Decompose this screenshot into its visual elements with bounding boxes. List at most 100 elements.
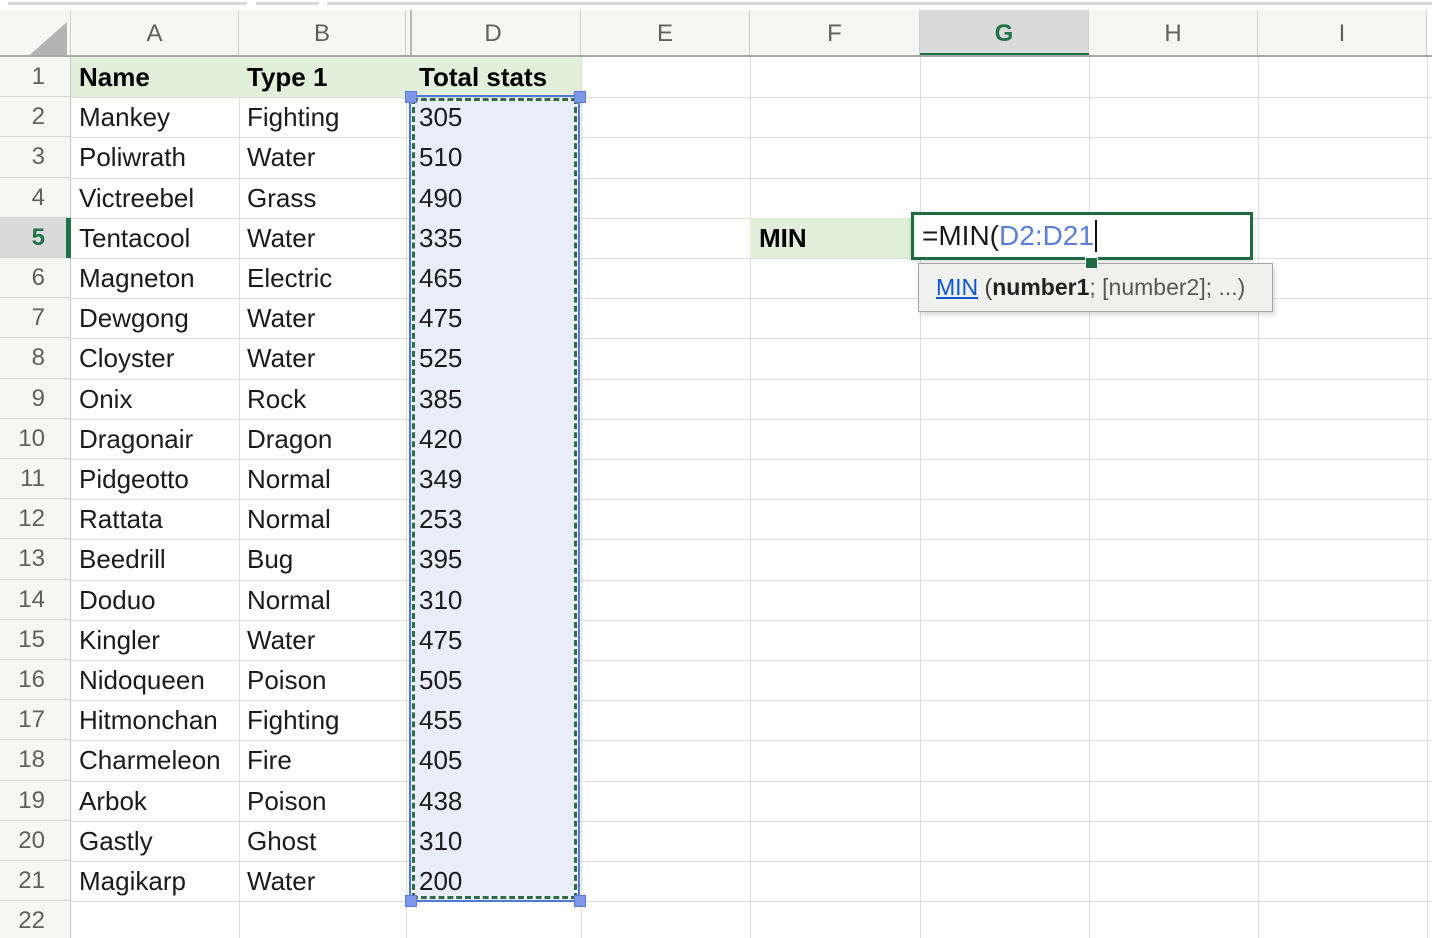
- cell-a19[interactable]: Arbok: [79, 785, 147, 816]
- selection-handle-top-left[interactable]: [405, 91, 417, 103]
- cell-a11[interactable]: Pidgeotto: [79, 464, 189, 494]
- row-header-22[interactable]: 22: [0, 901, 70, 938]
- cell-d14[interactable]: 310: [419, 584, 463, 615]
- cell-b17[interactable]: Fighting: [247, 705, 340, 736]
- cell-d10[interactable]: 420: [419, 423, 463, 454]
- row-header-17[interactable]: 17: [0, 700, 70, 741]
- cell-f5-min-label[interactable]: MIN: [750, 218, 920, 258]
- row-header-3[interactable]: 3: [0, 137, 70, 178]
- cell-b16[interactable]: Poison: [247, 665, 327, 695]
- tooltip-function-link[interactable]: MIN: [936, 274, 979, 300]
- cell-d4[interactable]: 490: [419, 182, 463, 213]
- select-all-button[interactable]: [0, 10, 71, 59]
- cell-b7[interactable]: Water: [247, 303, 316, 334]
- cell-a3[interactable]: Poliwrath: [79, 142, 186, 173]
- cell-a1[interactable]: Name: [79, 62, 150, 92]
- cell-b18[interactable]: Fire: [247, 745, 292, 776]
- cell-d7[interactable]: 475: [419, 303, 463, 334]
- column-header-g[interactable]: G: [920, 10, 1089, 57]
- cell-d16[interactable]: 505: [419, 665, 463, 695]
- cell-a6[interactable]: Magneton: [79, 263, 195, 293]
- cell-b10[interactable]: Dragon: [247, 423, 333, 454]
- cell-d3[interactable]: 510: [419, 142, 463, 173]
- cell-a21[interactable]: Magikarp: [79, 866, 186, 896]
- cell-b20[interactable]: Ghost: [247, 825, 317, 856]
- row-header-21[interactable]: 21: [0, 861, 70, 902]
- selection-handle-bottom-right[interactable]: [574, 895, 586, 907]
- cell-d21[interactable]: 200: [419, 866, 463, 896]
- row-header-10[interactable]: 10: [0, 419, 70, 459]
- row-header-18[interactable]: 18: [0, 740, 70, 781]
- cell-a5[interactable]: Tentacool: [79, 222, 191, 253]
- row-header-20[interactable]: 20: [0, 821, 70, 861]
- cell-a14[interactable]: Doduo: [79, 584, 156, 615]
- cell-a9[interactable]: Onix: [79, 383, 133, 414]
- cell-a10[interactable]: Dragonair: [79, 423, 194, 454]
- cell-a8[interactable]: Cloyster: [79, 343, 175, 374]
- cell-a2[interactable]: Mankey: [79, 102, 171, 133]
- cell-d5[interactable]: 335: [419, 222, 463, 253]
- row-header-13[interactable]: 13: [0, 539, 70, 580]
- cell-a17[interactable]: Hitmonchan: [79, 705, 218, 736]
- cell-a4[interactable]: Victreebel: [79, 182, 195, 213]
- fill-handle[interactable]: [1085, 257, 1098, 269]
- cell-b11[interactable]: Normal: [247, 464, 331, 494]
- cell-a18[interactable]: Charmeleon: [79, 745, 221, 776]
- cell-b6[interactable]: Electric: [247, 263, 333, 293]
- cell-a16[interactable]: Nidoqueen: [79, 665, 205, 695]
- row-header-12[interactable]: 12: [0, 499, 70, 540]
- column-header-b[interactable]: B: [239, 10, 406, 57]
- column-header-h[interactable]: H: [1089, 10, 1258, 57]
- cell-a20[interactable]: Gastly: [79, 825, 153, 856]
- column-header-a[interactable]: A: [71, 10, 239, 57]
- cell-b3[interactable]: Water: [247, 142, 316, 173]
- cell-d13[interactable]: 395: [419, 544, 463, 575]
- cell-a7[interactable]: Dewgong: [79, 303, 189, 334]
- row-header-19[interactable]: 19: [0, 781, 70, 821]
- cell-d6[interactable]: 465: [419, 263, 463, 293]
- cell-d17[interactable]: 455: [419, 705, 463, 736]
- cell-d18[interactable]: 405: [419, 745, 463, 776]
- row-header-14[interactable]: 14: [0, 580, 70, 620]
- cell-d2[interactable]: 305: [419, 102, 463, 133]
- cell-d12[interactable]: 253: [419, 504, 463, 535]
- row-header-15[interactable]: 15: [0, 620, 70, 660]
- selection-handle-bottom-left[interactable]: [405, 895, 417, 907]
- cell-b14[interactable]: Normal: [247, 584, 331, 615]
- row-header-6[interactable]: 6: [0, 258, 70, 299]
- cell-b5[interactable]: Water: [247, 222, 316, 253]
- row-header-9[interactable]: 9: [0, 379, 70, 419]
- row-header-2[interactable]: 2: [0, 97, 70, 138]
- cell-b1[interactable]: Type 1: [247, 62, 328, 92]
- cell-a15[interactable]: Kingler: [79, 624, 160, 655]
- cell-a12[interactable]: Rattata: [79, 504, 163, 535]
- row-header-1[interactable]: 1: [0, 57, 70, 98]
- cell-d8[interactable]: 525: [419, 343, 463, 374]
- selection-handle-top-right[interactable]: [574, 91, 586, 103]
- cell-a13[interactable]: Beedrill: [79, 544, 166, 575]
- row-header-11[interactable]: 11: [0, 459, 70, 500]
- cell-b4[interactable]: Grass: [247, 182, 317, 213]
- cell-b15[interactable]: Water: [247, 624, 316, 655]
- cell-b21[interactable]: Water: [247, 866, 316, 896]
- row-header-7[interactable]: 7: [0, 298, 70, 339]
- cell-b9[interactable]: Rock: [247, 383, 307, 414]
- row-header-8[interactable]: 8: [0, 338, 70, 379]
- cell-editor-g5[interactable]: =MIN(D2:D21: [911, 212, 1253, 260]
- row-header-4[interactable]: 4: [0, 178, 70, 218]
- cell-b19[interactable]: Poison: [247, 785, 327, 816]
- column-header-d[interactable]: D: [406, 10, 581, 57]
- cell-d20[interactable]: 310: [419, 825, 463, 856]
- cell-d9[interactable]: 385: [419, 383, 463, 414]
- column-header-e[interactable]: E: [581, 10, 750, 57]
- cell-b2[interactable]: Fighting: [247, 102, 340, 133]
- column-header-i[interactable]: I: [1258, 10, 1427, 57]
- cell-b13[interactable]: Bug: [247, 544, 294, 575]
- column-header-f[interactable]: F: [750, 10, 920, 57]
- cell-d19[interactable]: 438: [419, 785, 463, 816]
- cell-d11[interactable]: 349: [419, 464, 463, 494]
- row-header-16[interactable]: 16: [0, 660, 70, 701]
- cell-d15[interactable]: 475: [419, 624, 463, 655]
- cell-b8[interactable]: Water: [247, 343, 316, 374]
- cell-d1[interactable]: Total stats: [419, 62, 548, 92]
